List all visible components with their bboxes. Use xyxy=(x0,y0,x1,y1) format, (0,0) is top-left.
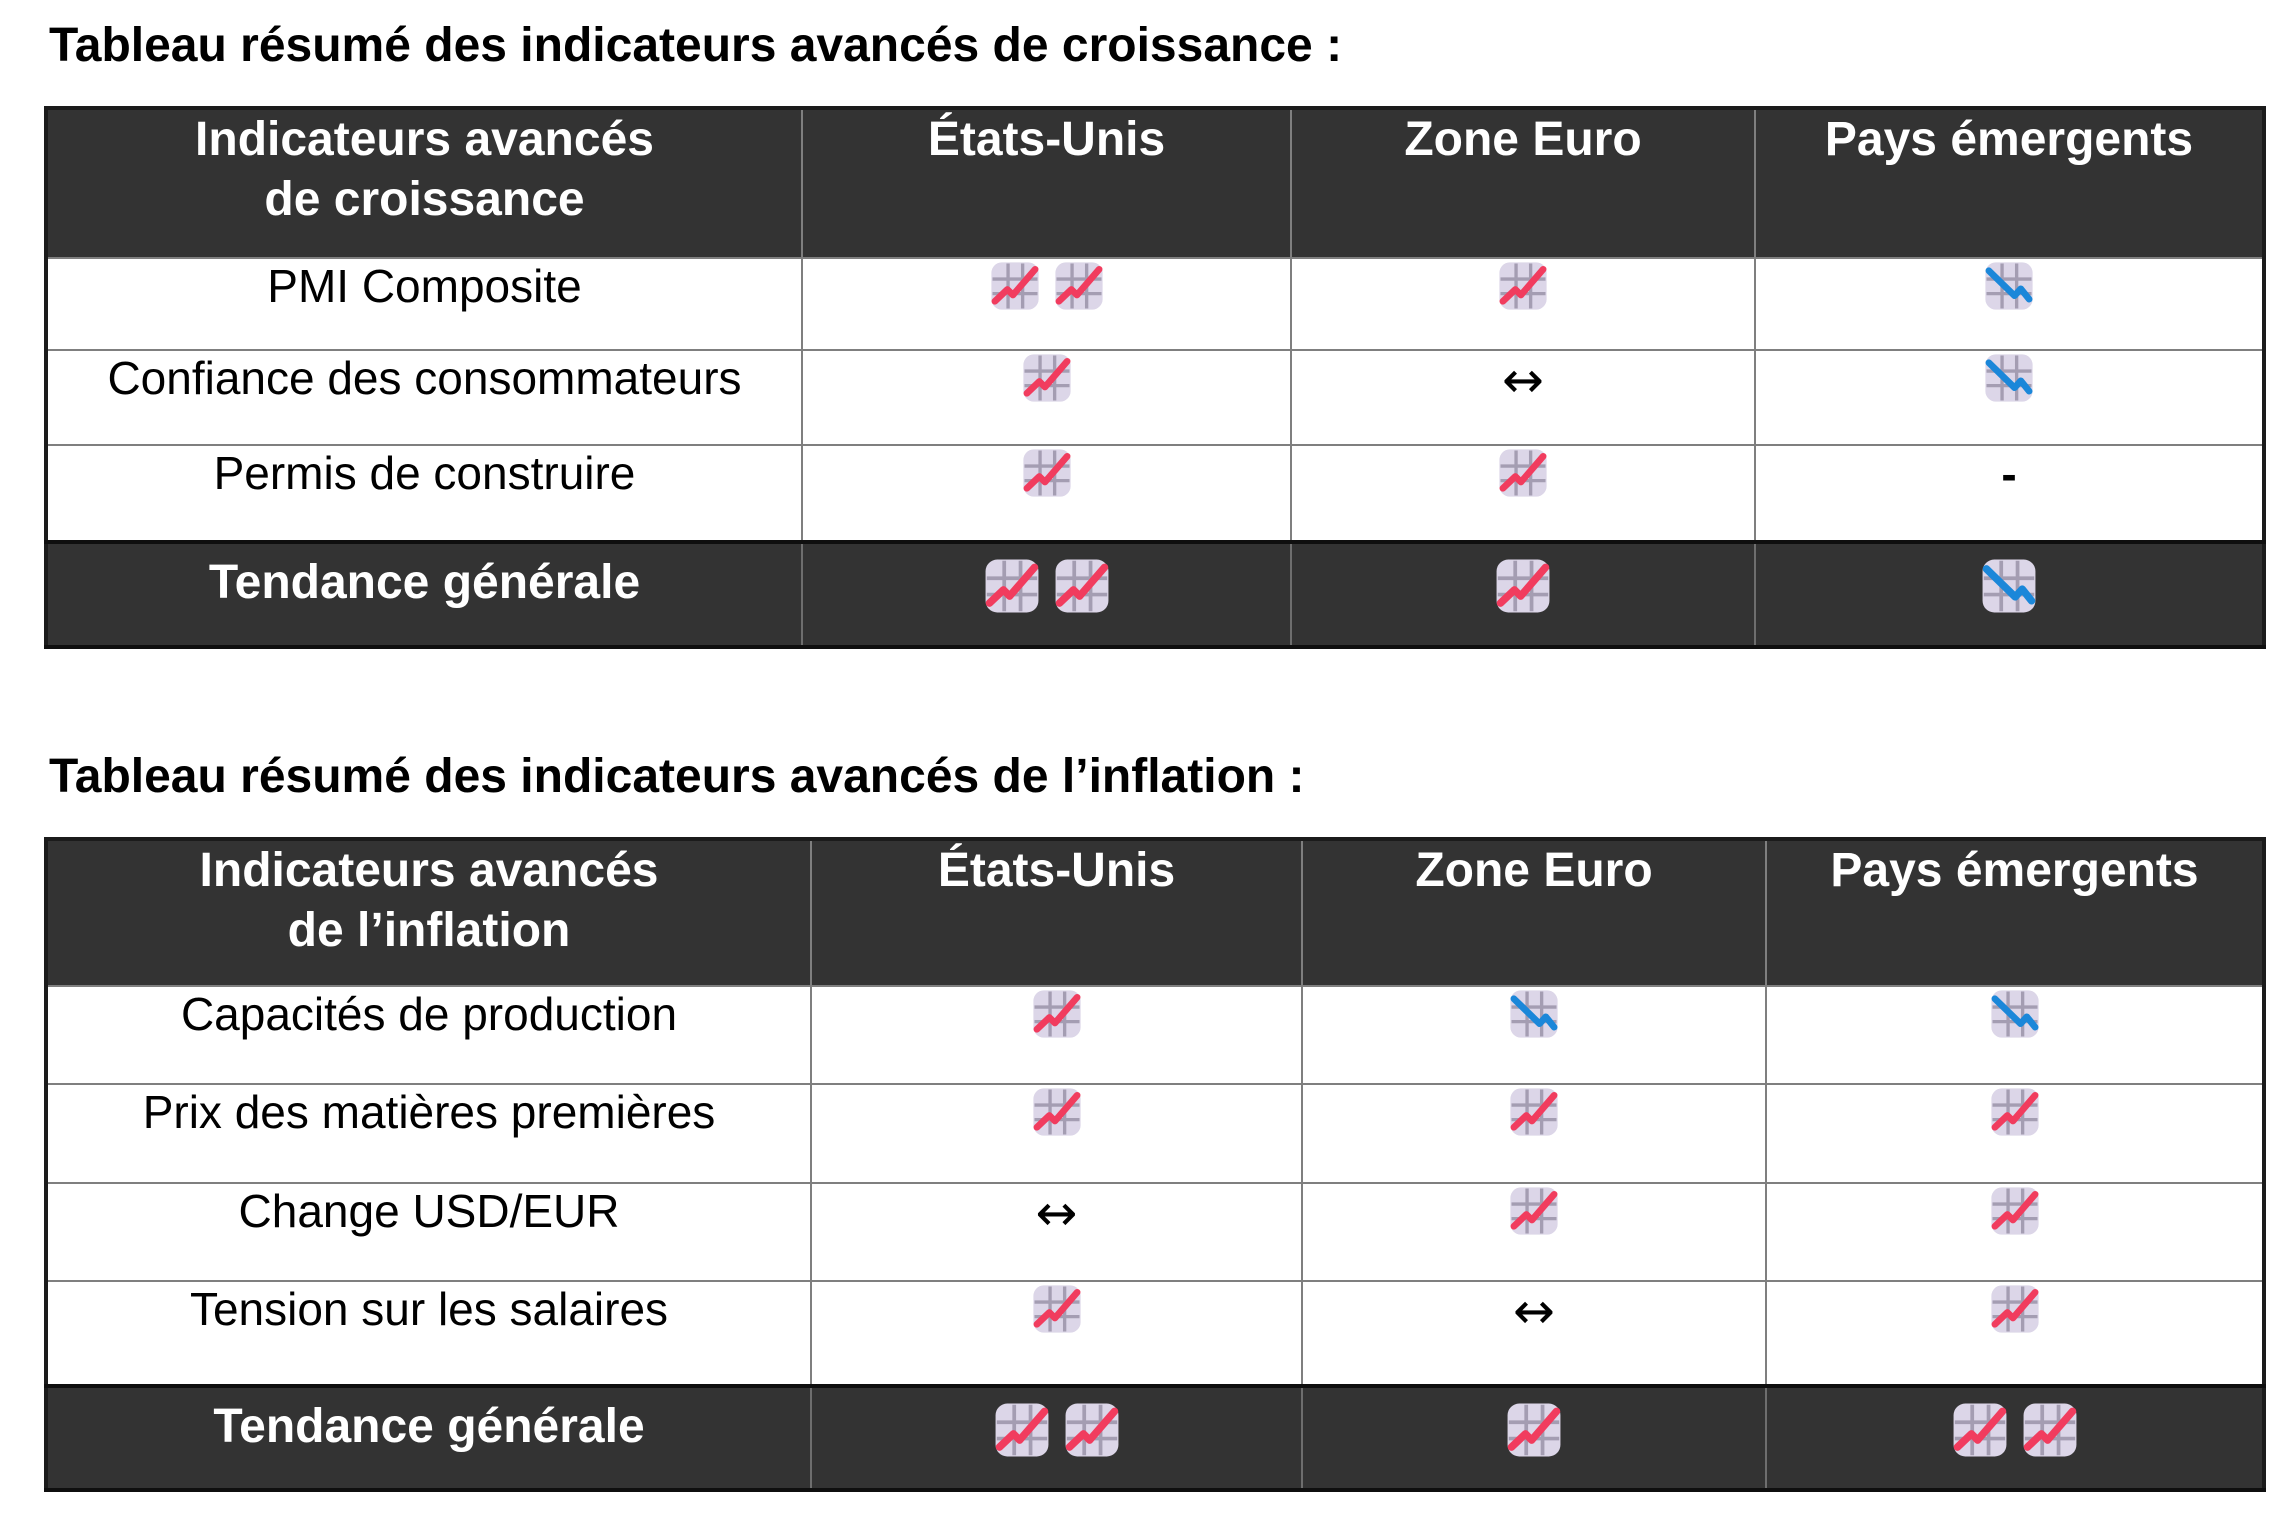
header-row: Indicateurs avancés de croissance États-Un… xyxy=(45,107,2265,259)
trend-cell xyxy=(1301,1384,1767,1492)
trend-cell xyxy=(801,444,1292,543)
chart-increasing-icon xyxy=(1499,449,1547,497)
indicator-header-line1: Indicateurs avancés xyxy=(199,844,659,897)
chart-increasing-icon xyxy=(1496,559,1550,613)
inflation-table-title: Tableau résumé des indicateurs avancés d… xyxy=(49,750,1305,803)
document-page: Tableau résumé des indicateurs avancés d… xyxy=(0,18,2274,1492)
trend-cell xyxy=(801,257,1292,351)
chart-decreasing-icon xyxy=(1985,262,2033,310)
region-column-header: Zone Euro xyxy=(1290,107,1756,259)
trend-cell xyxy=(1765,1280,2265,1387)
chart-decreasing-icon xyxy=(1990,990,2039,1038)
growth-table-title: Tableau résumé des indicateurs avancés d… xyxy=(49,19,1343,72)
general-trend-label: Tendance générale xyxy=(45,540,803,649)
trend-cell xyxy=(1290,540,1756,649)
indicator-label: PMI Composite xyxy=(45,257,803,351)
trend-cell xyxy=(801,349,1292,446)
indicator-label: Change USD/EUR xyxy=(45,1182,812,1282)
indicator-row: PMI Composite xyxy=(45,257,2265,351)
chart-increasing-icon xyxy=(1990,1187,2039,1235)
trend-cell xyxy=(1754,257,2265,351)
header-row: Indicateurs avancés de l’inflation États-U… xyxy=(45,838,2265,987)
indicator-row: Tension sur les salaires ↔ xyxy=(45,1280,2265,1387)
indicator-row: Capacités de production xyxy=(45,985,2265,1085)
chart-increasing-icon xyxy=(1953,1403,2006,1457)
trend-cell xyxy=(1301,985,1767,1085)
indicator-header-line2: de croissance xyxy=(264,173,585,226)
chart-increasing-icon xyxy=(1990,1088,2039,1136)
indicator-label: Confiance des consommateurs xyxy=(45,349,803,446)
growth-summary-table: Indicateurs avancés de croissance États-Un… xyxy=(44,106,2266,649)
region-column-header: Pays émergents xyxy=(1765,838,2265,987)
chart-increasing-icon xyxy=(1510,1187,1558,1235)
region-column-header: États-Unis xyxy=(810,838,1303,987)
indicator-row: Prix des matières premières xyxy=(45,1083,2265,1184)
chart-increasing-icon xyxy=(1054,262,1103,310)
chart-increasing-icon xyxy=(1510,1088,1558,1136)
indicator-row: Confiance des consommateurs ↔ xyxy=(45,349,2265,446)
trend-cell xyxy=(1754,349,2265,446)
trend-cell: ↔ xyxy=(1301,1280,1767,1387)
inflation-summary-table: Indicateurs avancés de l’inflation États-U… xyxy=(44,837,2266,1492)
trend-cell xyxy=(1301,1083,1767,1184)
chart-increasing-icon xyxy=(985,559,1038,613)
trend-cell xyxy=(810,985,1303,1085)
chart-increasing-icon xyxy=(1032,1088,1081,1136)
chart-increasing-icon xyxy=(1022,449,1071,497)
trend-cell: ↔ xyxy=(810,1182,1303,1282)
chart-decreasing-icon xyxy=(1510,990,1558,1038)
trend-cell xyxy=(1765,1182,2265,1282)
left-right-arrow-icon: ↔ xyxy=(1035,1184,1078,1242)
indicator-row: Change USD/EUR ↔ xyxy=(45,1182,2265,1282)
general-trend-row: Tendance générale xyxy=(45,1384,2265,1492)
indicator-label: Prix des matières premières xyxy=(45,1083,812,1184)
trend-cell xyxy=(1765,1384,2265,1492)
trend-cell xyxy=(810,1384,1303,1492)
chart-decreasing-icon xyxy=(1985,354,2033,402)
indicator-label: Capacités de production xyxy=(45,985,812,1085)
trend-cell: - xyxy=(1754,444,2265,543)
chart-increasing-icon xyxy=(1990,1285,2039,1333)
chart-increasing-icon xyxy=(1032,1285,1081,1333)
chart-increasing-icon xyxy=(1065,1403,1118,1457)
region-column-header: Zone Euro xyxy=(1301,838,1767,987)
chart-increasing-icon xyxy=(1499,262,1547,310)
chart-increasing-icon xyxy=(1055,559,1108,613)
chart-increasing-icon xyxy=(995,1403,1048,1457)
indicator-label: Tension sur les salaires xyxy=(45,1280,812,1387)
indicator-column-header: Indicateurs avancés de l’inflation xyxy=(45,838,812,987)
chart-increasing-icon xyxy=(1507,1403,1561,1457)
left-right-arrow-icon: ↔ xyxy=(1502,351,1544,409)
general-trend-label: Tendance générale xyxy=(45,1384,812,1492)
trend-cell xyxy=(1765,1083,2265,1184)
trend-cell xyxy=(1301,1182,1767,1282)
dash-glyph: - xyxy=(2001,448,2017,500)
trend-cell xyxy=(810,1083,1303,1184)
trend-cell xyxy=(1754,540,2265,649)
indicator-column-header: Indicateurs avancés de croissance xyxy=(45,107,803,259)
trend-cell xyxy=(1765,985,2265,1085)
region-column-header: États-Unis xyxy=(801,107,1292,259)
chart-increasing-icon xyxy=(1022,354,1071,402)
trend-cell: ↔ xyxy=(1290,349,1756,446)
chart-increasing-icon xyxy=(2023,1403,2076,1457)
chart-increasing-icon xyxy=(990,262,1039,310)
indicator-header-line1: Indicateurs avancés xyxy=(195,113,654,166)
indicator-header-line2: de l’inflation xyxy=(287,904,571,957)
trend-cell xyxy=(1290,257,1756,351)
left-right-arrow-icon: ↔ xyxy=(1513,1282,1555,1340)
trend-cell xyxy=(1290,444,1756,543)
trend-cell xyxy=(810,1280,1303,1387)
trend-cell xyxy=(801,540,1292,649)
indicator-row: Permis de construire - xyxy=(45,444,2265,543)
general-trend-row: Tendance générale xyxy=(45,540,2265,649)
chart-increasing-icon xyxy=(1032,990,1081,1038)
indicator-label: Permis de construire xyxy=(45,444,803,543)
chart-decreasing-icon xyxy=(1982,559,2036,613)
region-column-header: Pays émergents xyxy=(1754,107,2265,259)
